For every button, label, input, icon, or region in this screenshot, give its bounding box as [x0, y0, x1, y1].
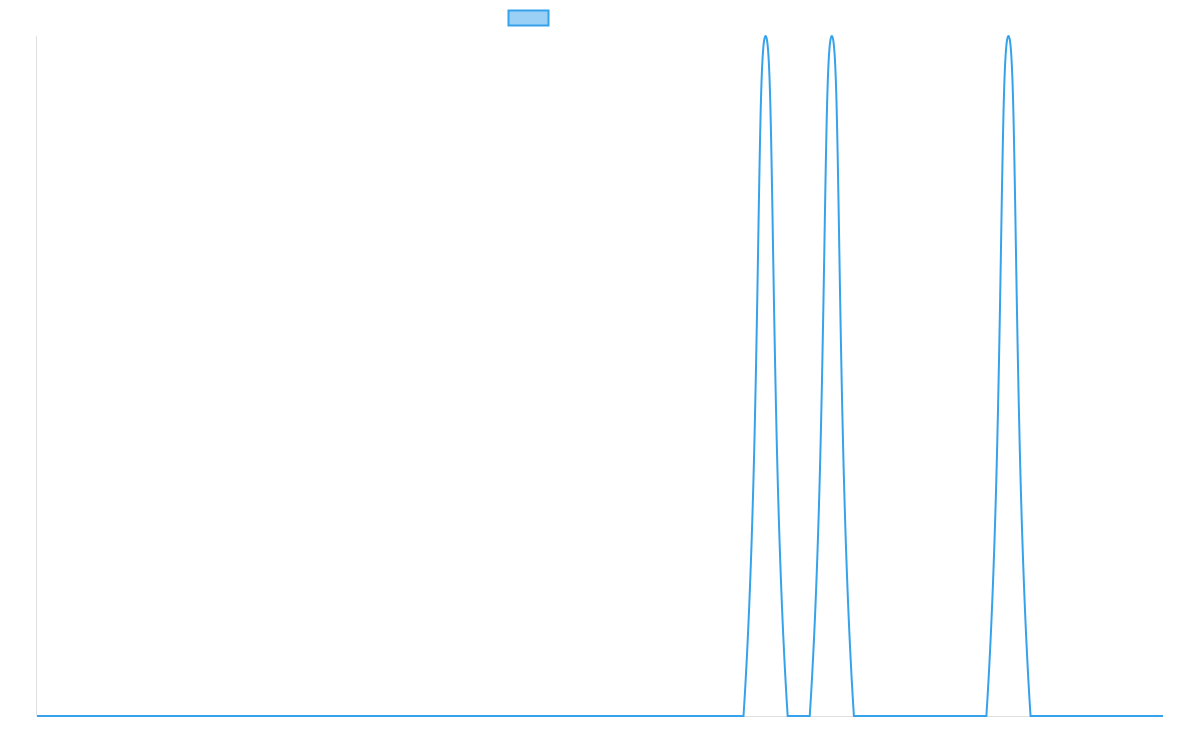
legend-swatch[interactable]	[507, 9, 550, 27]
series-line-0	[37, 34, 1163, 717]
